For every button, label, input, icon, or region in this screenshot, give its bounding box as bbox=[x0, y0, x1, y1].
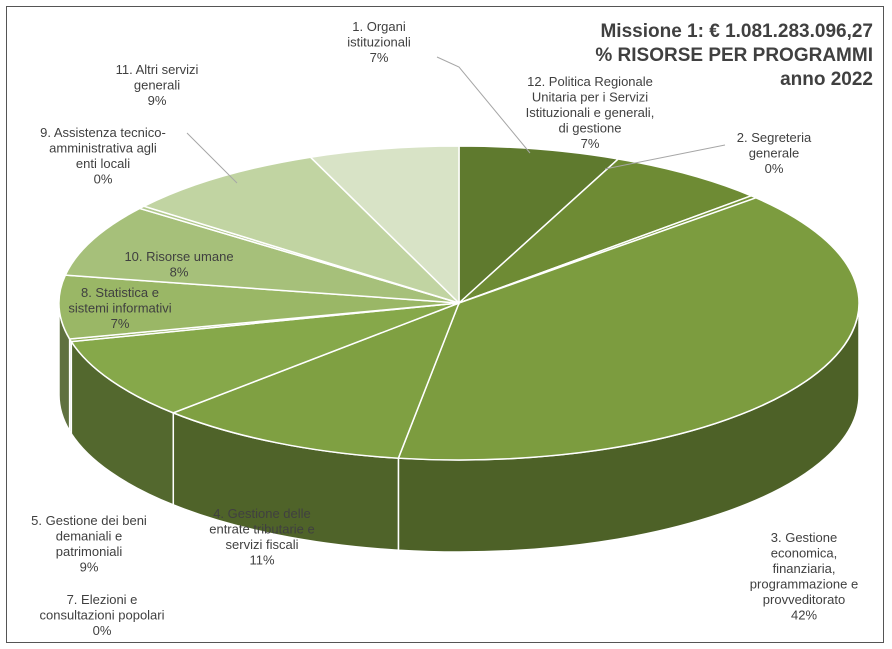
leader-line-1 bbox=[436, 56, 531, 154]
slice-label-5-line-1: 4. Gestione delle bbox=[213, 506, 311, 521]
pie-slice-4 bbox=[397, 197, 860, 461]
slice-label-4: 3. Gestione economica, finanziaria, program… bbox=[750, 530, 858, 623]
slice-label-2-line-5: 7% bbox=[581, 136, 600, 151]
slice-label-2-line-4: di gestione bbox=[559, 121, 622, 136]
slice-label-4-line-5: provveditorato bbox=[763, 592, 845, 607]
slice-label-10-line-3: enti locali bbox=[76, 156, 130, 171]
slice-label-10: 9. Assistenza tecnico-amministrativa agl… bbox=[40, 125, 166, 187]
slice-label-7-line-1: 7. Elezioni e bbox=[67, 592, 138, 607]
slice-label-2-line-1: 12. Politica Regionale bbox=[527, 74, 653, 89]
chart-title: Missione 1: € 1.081.283.096,27 bbox=[600, 21, 873, 42]
slice-label-1-line-1: 1. Organi bbox=[352, 19, 406, 34]
slice-label-5-line-3: servizi fiscali bbox=[226, 537, 299, 552]
slice-label-4-line-3: finanziaria, bbox=[773, 561, 836, 576]
slice-label-3-line-2: generale bbox=[749, 146, 800, 161]
slice-label-7-line-2: consultazioni popolari bbox=[39, 608, 164, 623]
slice-label-5: 4. Gestione delle entrate tributarie e ser… bbox=[209, 506, 315, 568]
slice-label-7-line-3: 0% bbox=[93, 623, 112, 638]
pie-chart: 1. Organi istituzionali 7%12. Politica Reg… bbox=[31, 19, 873, 638]
slice-label-9-line-1: 10. Risorse umane bbox=[124, 249, 233, 264]
pie-slice-12 bbox=[308, 145, 460, 305]
slice-label-6-line-1: 5. Gestione dei beni bbox=[31, 513, 147, 528]
leader-line-3 bbox=[604, 144, 726, 170]
slice-label-4-line-1: 3. Gestione bbox=[771, 530, 838, 545]
slice-label-8-line-3: 7% bbox=[111, 316, 130, 331]
slice-label-2-line-2: Unitaria per i Servizi bbox=[532, 90, 648, 105]
slice-label-2: 12. Politica Regionale Unitaria per i Ser… bbox=[526, 74, 655, 151]
slice-label-3-line-1: 2. Segreteria bbox=[737, 130, 812, 145]
slice-label-10-line-2: amministrativa agli bbox=[49, 141, 157, 156]
pie-slice-1 bbox=[458, 145, 620, 305]
chart-subtitle: % RISORSE PER PROGRAMMI bbox=[595, 45, 873, 66]
slice-label-4-line-2: economica, bbox=[771, 546, 837, 561]
leader-line-10 bbox=[186, 132, 238, 184]
slice-label-9: 10. Risorse umane 8% bbox=[124, 249, 233, 280]
slice-label-6: 5. Gestione dei beni demaniali e patrimoni… bbox=[31, 513, 147, 575]
slice-label-4-line-4: programmazione e bbox=[750, 577, 858, 592]
slice-label-1-line-2: istituzionali bbox=[347, 35, 411, 50]
slice-label-8: 8. Statistica e sistemi informativi 7% bbox=[68, 285, 171, 331]
slice-label-1-line-3: 7% bbox=[370, 50, 389, 65]
pie-slice-6 bbox=[70, 302, 460, 414]
chart-frame: 1. Organi istituzionali 7% 12. Politica Reg… bbox=[6, 6, 884, 643]
slice-label-5-line-4: 11% bbox=[249, 553, 274, 568]
slice-label-3-line-3: 0% bbox=[765, 161, 784, 176]
chart-subtitle-year: anno 2022 bbox=[780, 69, 873, 90]
slice-label-10-line-1: 9. Assistenza tecnico- bbox=[40, 125, 166, 140]
slice-label-6-line-4: 9% bbox=[80, 560, 99, 575]
pie-slice-2 bbox=[458, 158, 754, 304]
pie-slice-9 bbox=[64, 207, 460, 304]
slice-label-11-line-1: 11. Altri servizi bbox=[116, 62, 199, 77]
slice-label-7: 7. Elezioni e consultazioni popolari 0% bbox=[39, 592, 164, 638]
slice-label-6-line-2: demaniali e bbox=[56, 529, 123, 544]
slice-label-10-line-4: 0% bbox=[94, 172, 113, 187]
pie-slice-5 bbox=[171, 301, 461, 459]
slice-label-8-line-1: 8. Statistica e bbox=[81, 285, 159, 300]
slice-label-3: 2. Segreteria generale 0% bbox=[737, 130, 812, 176]
slice-label-11-line-2: generali bbox=[134, 78, 180, 93]
slice-label-4-line-6: 42% bbox=[791, 608, 817, 623]
chart-title-group: Missione 1: € 1.081.283.096,27 % RISORSE… bbox=[595, 21, 873, 90]
slice-labels: 1. Organi istituzionali 7%12. Politica Reg… bbox=[31, 19, 858, 638]
pie-slice-11 bbox=[141, 156, 460, 304]
leader-lines bbox=[186, 56, 726, 184]
slice-label-8-line-2: sistemi informativi bbox=[68, 301, 171, 316]
slice-label-11-line-3: 9% bbox=[148, 93, 167, 108]
slice-label-6-line-3: patrimoniali bbox=[56, 544, 123, 559]
slice-label-9-line-2: 8% bbox=[170, 265, 189, 280]
pie-slice-8 bbox=[58, 274, 460, 340]
slice-label-2-line-3: Istituzionali e generali, bbox=[526, 105, 655, 120]
slice-label-5-line-2: entrate tributarie e bbox=[209, 522, 315, 537]
slice-label-1: 1. Organi istituzionali 7% bbox=[347, 19, 411, 65]
slice-label-11: 11. Altri servizi generali 9% bbox=[116, 62, 199, 108]
pie-top-group bbox=[58, 145, 860, 461]
